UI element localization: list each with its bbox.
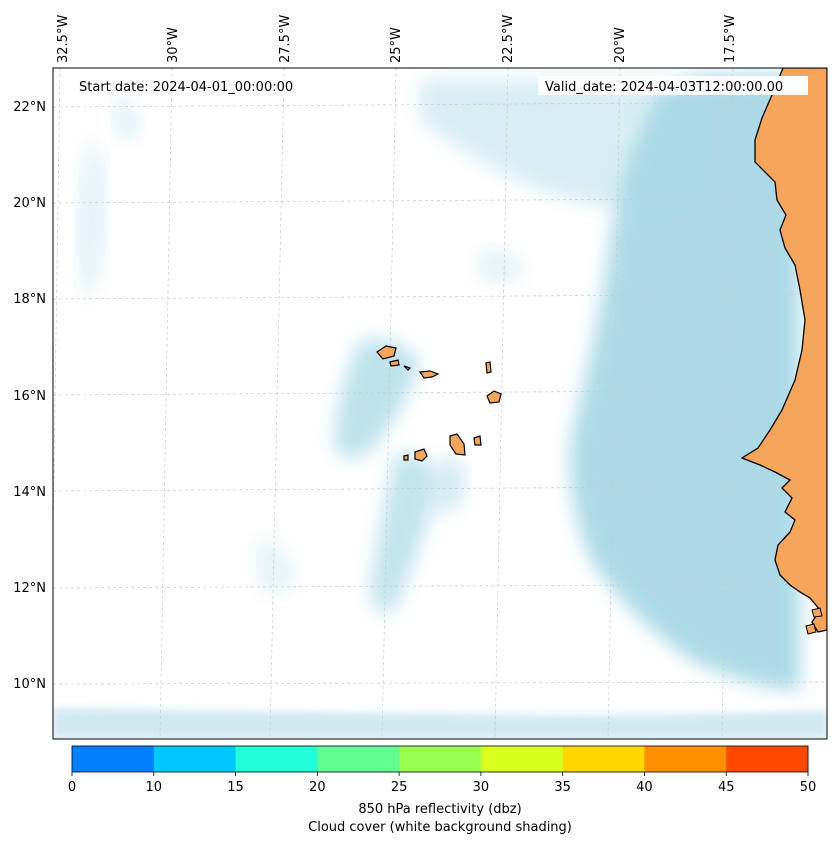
island-santo-antao xyxy=(376,345,397,360)
cloud-streak-south-1 xyxy=(370,454,440,613)
cloud-patch-center xyxy=(478,249,525,284)
colorbar-tick-label: 0 xyxy=(68,780,76,795)
island-santa-luzia xyxy=(403,365,412,371)
colorbar-tick-label: 45 xyxy=(718,780,735,795)
map-gridlines xyxy=(53,68,827,739)
island-brava xyxy=(403,454,409,461)
colorbar-tick-label: 35 xyxy=(554,780,571,795)
bijagos-islands xyxy=(805,607,823,635)
lon-label: 22.5°W xyxy=(501,15,516,63)
island-sao-nicolau xyxy=(418,370,440,379)
colorbar-tick-label: 10 xyxy=(146,780,163,795)
valid-date-box xyxy=(538,76,808,95)
cloud-band-north xyxy=(420,80,700,208)
cloud-streak-south-2 xyxy=(435,455,466,513)
lon-label: 17.5°W xyxy=(723,15,738,63)
colorbar-label-cloud-cover: Cloud cover (white background shading) xyxy=(308,820,572,835)
cloud-cover-shading xyxy=(53,75,827,739)
colorbar-frame xyxy=(71,745,809,773)
lat-label: 18°N xyxy=(13,292,46,307)
colorbar-tick-label: 50 xyxy=(800,780,817,795)
lat-label: 20°N xyxy=(13,196,46,211)
lat-label: 12°N xyxy=(13,581,46,596)
lat-label: 10°N xyxy=(13,677,46,692)
colorbar-segment xyxy=(317,746,400,772)
island-sal xyxy=(485,361,492,374)
start-date-label: Start date: 2024-04-01_00:00:00 xyxy=(79,80,293,95)
island-fogo xyxy=(414,448,428,462)
colorbar-segment xyxy=(480,746,564,772)
cloud-patch-southwest xyxy=(255,540,295,594)
colorbar-segment xyxy=(399,746,482,772)
colorbar-segment xyxy=(153,746,237,772)
cloud-streak-islands xyxy=(334,339,420,458)
colorbar-segment xyxy=(235,746,318,772)
cape-verde-islands xyxy=(376,345,502,462)
colorbar-tick-label: 20 xyxy=(309,780,326,795)
cloud-streak-west-1 xyxy=(78,140,105,300)
island-sao-vicente xyxy=(389,359,400,367)
colorbar-tick-label: 30 xyxy=(473,780,490,795)
cloud-streak-west-2 xyxy=(115,95,140,139)
lon-label: 27.5°W xyxy=(278,15,293,63)
latitude-labels: 22°N 20°N 18°N 16°N 14°N 12°N 10°N xyxy=(13,100,46,692)
colorbar-segments xyxy=(72,746,809,772)
africa-coastline xyxy=(740,68,827,633)
island-maio xyxy=(473,435,482,446)
lat-label: 14°N xyxy=(13,485,46,500)
colorbar-segment xyxy=(726,746,809,772)
colorbar-segment xyxy=(562,746,645,772)
cloud-mass-east xyxy=(570,75,800,690)
lat-label: 16°N xyxy=(13,389,46,404)
lat-label: 22°N xyxy=(13,100,46,115)
lon-label: 32.5°W xyxy=(56,15,71,63)
map-frame xyxy=(52,67,828,740)
longitude-labels: 32.5°W 30°W 27.5°W 25°W 22.5°W 20°W 17.5… xyxy=(56,15,738,63)
colorbar-tick-label: 40 xyxy=(636,780,653,795)
lon-label: 25°W xyxy=(389,27,404,63)
colorbar-tick-label: 15 xyxy=(227,780,244,795)
cloud-band-south xyxy=(53,708,827,739)
colorbar: 0 10 15 20 25 30 35 40 45 50 850 hPa reflectivity… xyxy=(68,745,816,835)
lon-label: 30°W xyxy=(166,27,181,63)
start-date-box xyxy=(72,76,312,95)
info-labels: Start date: 2024-04-01_00:00:00 Valid_da… xyxy=(72,76,808,95)
colorbar-segment xyxy=(644,746,727,772)
lon-label: 20°W xyxy=(613,27,628,63)
map-panel xyxy=(53,68,827,739)
valid-date-label: Valid_date: 2024-04-03T12:00:00.00 xyxy=(545,80,783,95)
colorbar-tick-label: 25 xyxy=(391,780,408,795)
island-santiago xyxy=(449,433,466,456)
island-boa-vista xyxy=(486,390,502,404)
colorbar-segment xyxy=(72,746,155,772)
colorbar-ticks: 0 10 15 20 25 30 35 40 45 50 xyxy=(68,772,816,795)
colorbar-label-reflectivity: 850 hPa reflectivity (dbz) xyxy=(358,802,521,817)
